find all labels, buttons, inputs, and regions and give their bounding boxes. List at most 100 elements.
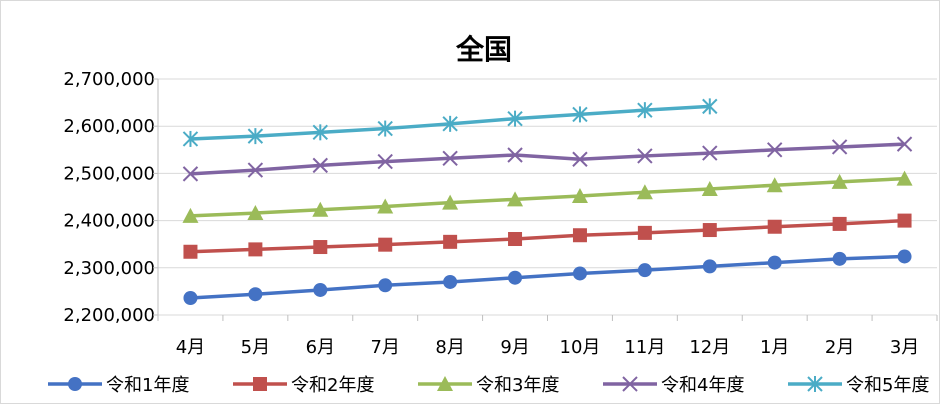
x-tick-label: 11月 <box>624 337 665 358</box>
data-point <box>508 232 523 247</box>
legend-item: 令和2年度 <box>233 375 374 396</box>
x-tick-label: 9月 <box>500 337 529 358</box>
data-point <box>183 291 198 306</box>
x-tick-label: 3月 <box>890 337 919 358</box>
data-point <box>68 377 82 391</box>
data-point <box>832 251 847 266</box>
x-tick-label: 10月 <box>560 337 601 358</box>
data-point <box>702 145 718 161</box>
x-tick-label: 5月 <box>241 337 270 358</box>
data-point <box>807 376 823 392</box>
data-point <box>897 213 912 228</box>
data-point <box>312 124 328 141</box>
data-point <box>183 244 198 259</box>
data-point <box>377 153 393 170</box>
data-point <box>702 223 717 238</box>
data-point <box>508 270 523 285</box>
x-tick-label: 4月 <box>176 337 205 358</box>
data-point <box>897 249 912 264</box>
data-point <box>571 188 588 204</box>
data-point <box>622 376 638 392</box>
series-line <box>190 142 905 176</box>
data-point <box>443 234 458 249</box>
legend-item: 令和1年度 <box>48 375 189 396</box>
x-tick-label: 2月 <box>825 337 854 358</box>
data-point <box>637 225 652 240</box>
data-point <box>313 240 328 255</box>
data-point <box>702 259 717 274</box>
data-point <box>572 266 587 281</box>
data-point <box>896 136 913 152</box>
data-point <box>767 255 782 270</box>
data-point <box>637 263 652 278</box>
series <box>182 98 718 147</box>
series <box>182 170 913 223</box>
x-tick-label: 8月 <box>435 337 464 358</box>
data-point <box>377 120 393 137</box>
data-point <box>637 102 653 119</box>
data-point <box>636 184 653 200</box>
data-point <box>442 194 459 210</box>
y-tick-label: 2,500,000 <box>63 163 155 184</box>
chart-title: 全国 <box>455 33 512 66</box>
series-line <box>190 176 905 218</box>
y-tick-label: 2,300,000 <box>63 258 155 279</box>
axes: 2,200,000 2,300,000 2,400,000 2,500,000 2,60… <box>63 69 938 358</box>
series <box>183 213 912 259</box>
data-point <box>832 216 847 231</box>
data-point <box>831 173 848 189</box>
legend-label: 令和5年度 <box>846 375 929 396</box>
legend-label: 令和2年度 <box>291 375 374 396</box>
legend-label: 令和1年度 <box>106 375 189 396</box>
data-point <box>248 242 263 257</box>
y-tick-label: 2,400,000 <box>63 211 155 232</box>
data-point <box>507 110 523 127</box>
series-line <box>190 254 905 300</box>
series <box>183 249 912 306</box>
data-point <box>507 191 524 207</box>
legend-item: 令和5年度 <box>788 375 929 396</box>
data-point <box>377 198 394 214</box>
series-lines <box>182 98 913 306</box>
data-point <box>182 166 199 182</box>
x-tick-label: 7月 <box>370 337 399 358</box>
data-point <box>253 377 267 391</box>
data-point <box>767 142 783 158</box>
legend-label: 令和4年度 <box>661 375 744 396</box>
data-point <box>378 278 393 293</box>
data-point <box>831 139 848 155</box>
data-point <box>437 376 453 391</box>
data-point <box>637 148 653 164</box>
data-point <box>896 170 913 186</box>
y-tick-label: 2,600,000 <box>63 116 155 137</box>
data-point <box>702 98 718 115</box>
data-point <box>248 287 263 302</box>
x-tick-label: 12月 <box>689 337 730 358</box>
legend-label: 令和3年度 <box>476 375 559 396</box>
data-point <box>312 157 328 174</box>
y-tick-label: 2,700,000 <box>63 69 155 90</box>
data-point <box>247 128 264 145</box>
legend-item: 令和3年度 <box>418 375 559 396</box>
data-point <box>572 228 587 243</box>
data-point <box>312 201 329 217</box>
data-point <box>507 147 523 163</box>
data-point <box>766 177 783 193</box>
data-point <box>442 115 458 132</box>
data-point <box>572 151 588 167</box>
legend: 令和1年度 令和2年度 令和3年度 令和4年度 令和5年度 <box>48 375 929 396</box>
data-point <box>313 282 328 297</box>
data-point <box>247 205 264 221</box>
x-tick-label: 1月 <box>760 337 789 358</box>
data-point <box>182 207 199 223</box>
series <box>182 136 913 182</box>
data-point <box>182 130 199 147</box>
data-point <box>443 274 458 289</box>
data-point <box>378 237 393 252</box>
data-point <box>701 180 718 196</box>
data-point <box>572 106 588 123</box>
data-point <box>442 150 458 167</box>
series-line <box>190 218 905 254</box>
